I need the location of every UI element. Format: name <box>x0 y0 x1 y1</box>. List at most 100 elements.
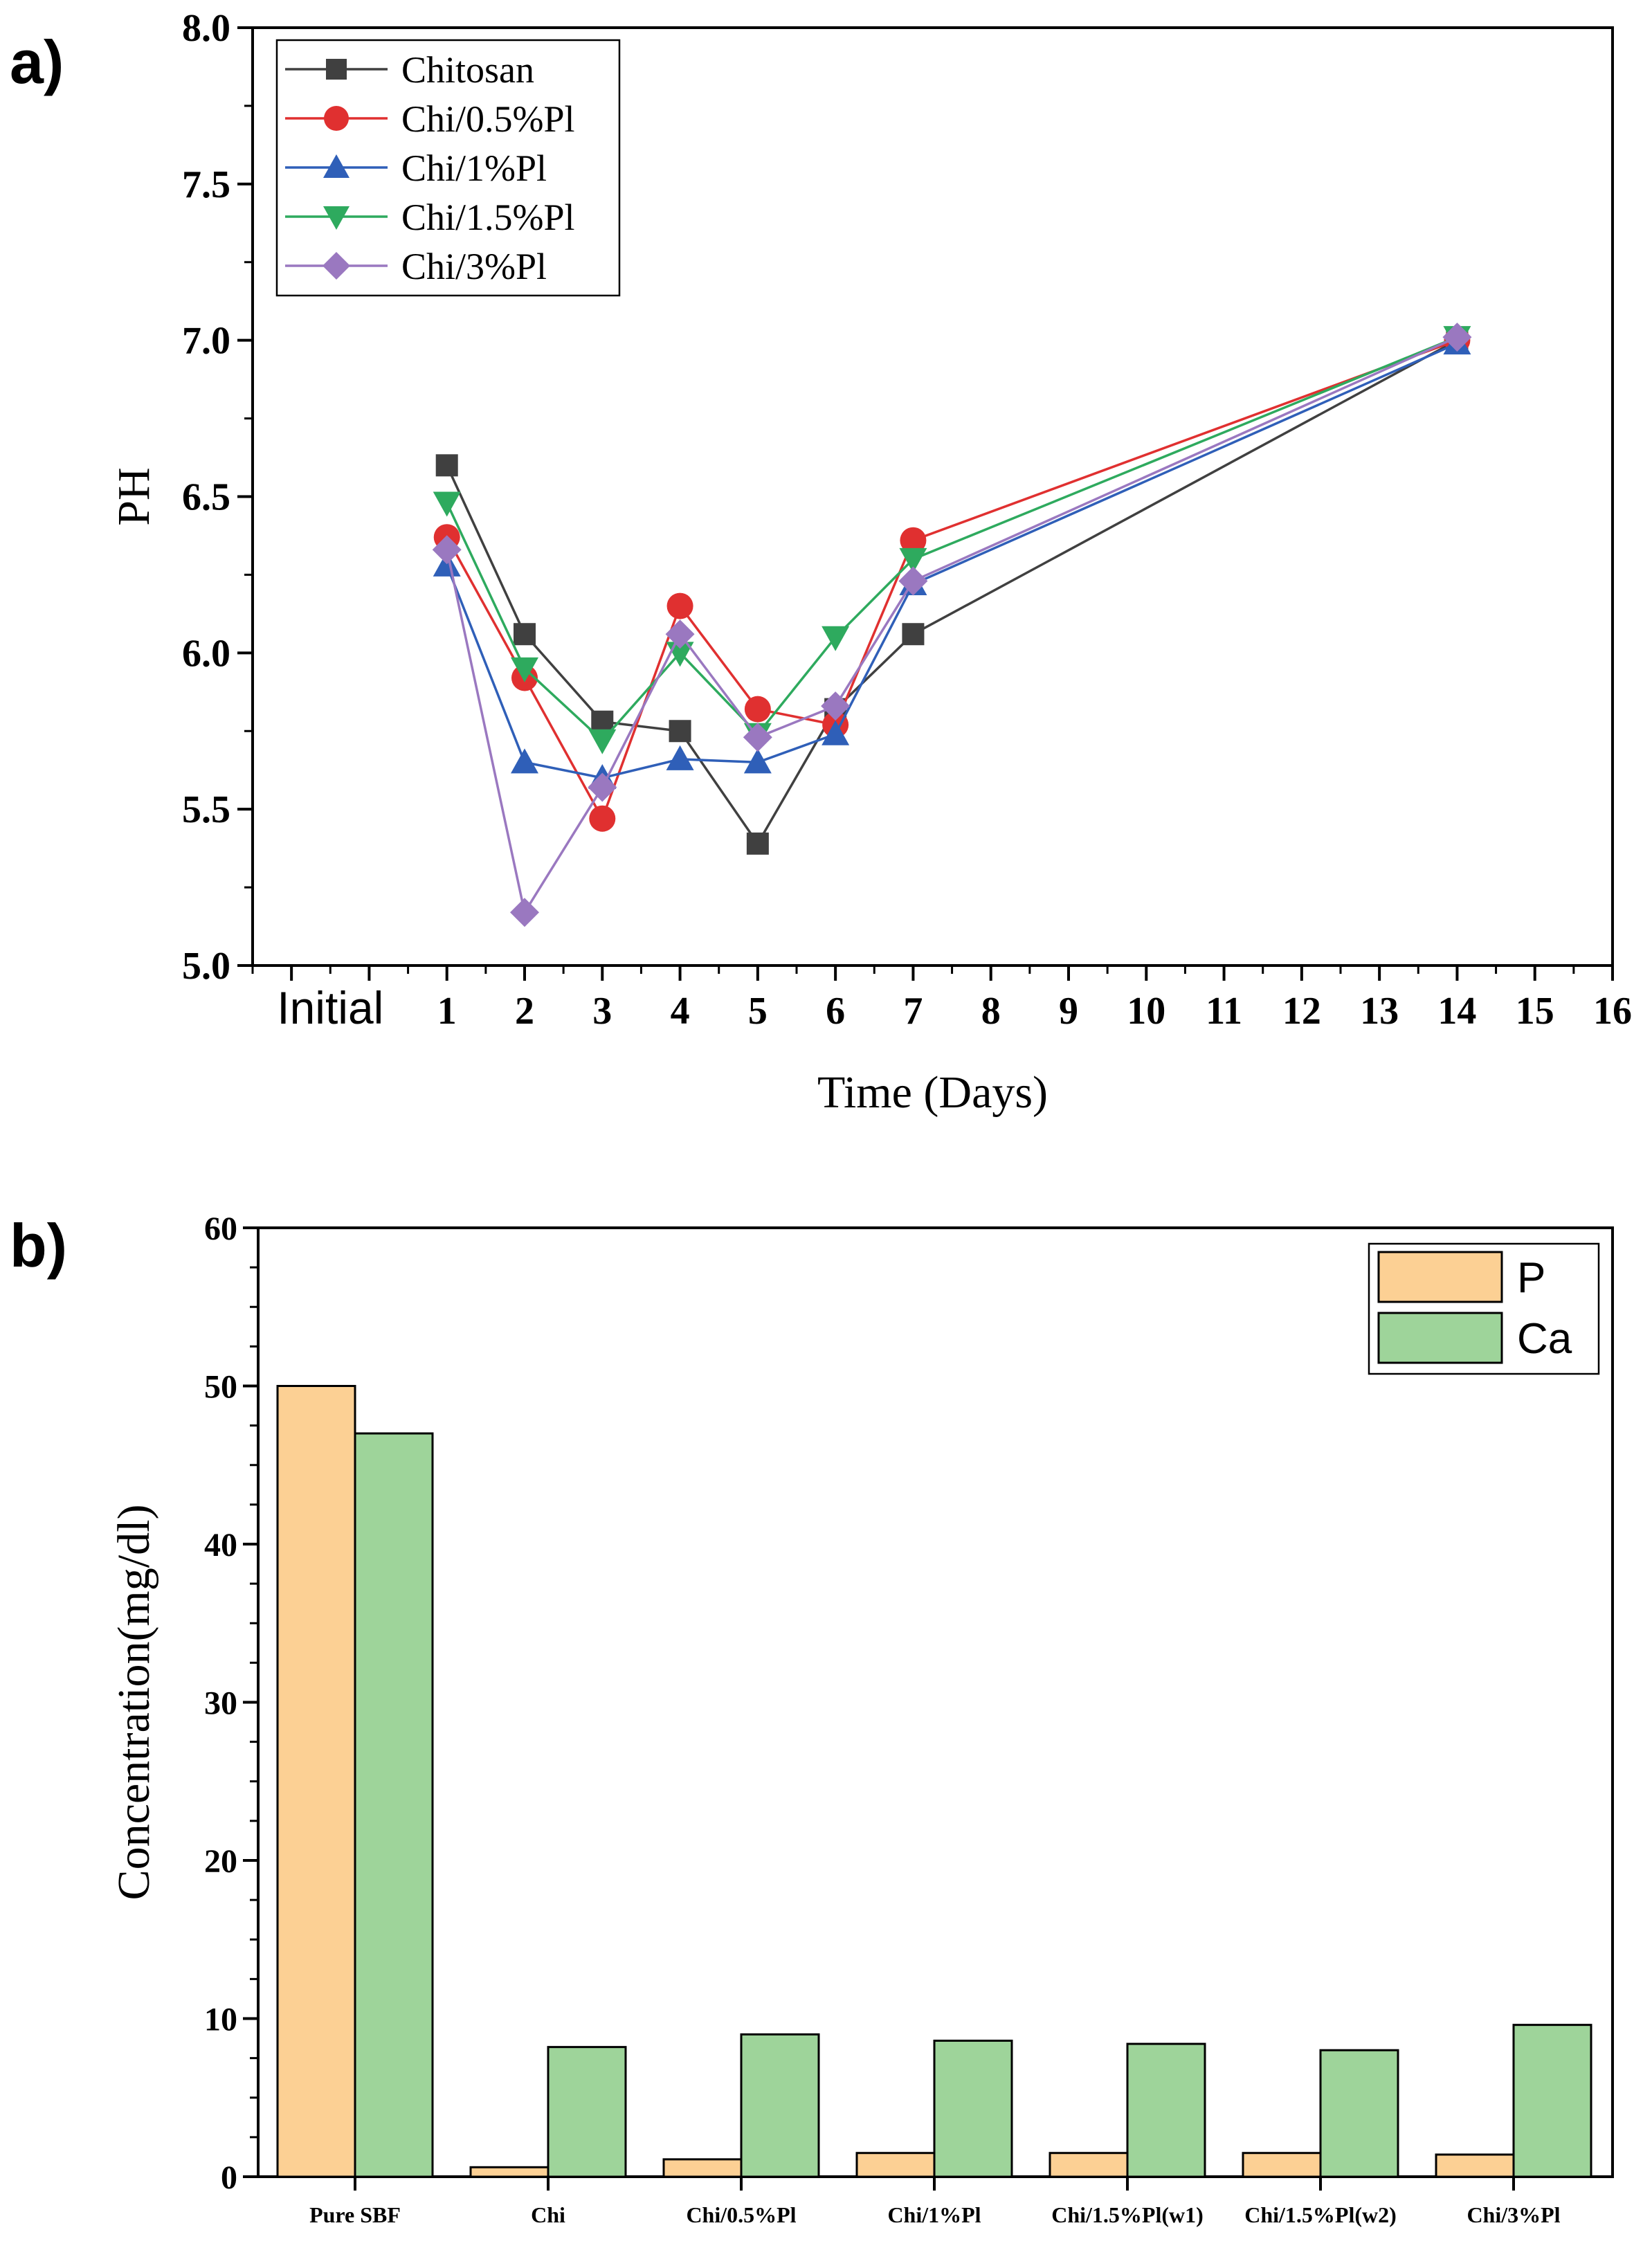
legend-label: Chitosan <box>401 49 534 91</box>
x-tick-label-a: 7 <box>903 990 923 1033</box>
data-point <box>510 898 539 927</box>
data-point <box>822 720 850 745</box>
bar-p-6 <box>1435 2153 1515 2178</box>
bar-p-5 <box>1242 2152 1322 2178</box>
y-axis-title-a: PH <box>109 467 159 525</box>
data-point <box>744 696 771 723</box>
x-tick-label-b: Chi/1.5%Pl(w1) <box>1051 2202 1204 2227</box>
bar-p-1 <box>469 2166 550 2178</box>
series-line <box>446 339 1458 846</box>
x-axis-title-a: Time (Days) <box>817 1067 1048 1118</box>
x-tick-label-b: Chi/1.5%Pl(w2) <box>1244 2202 1397 2227</box>
x-tick-label-a: 11 <box>1206 990 1242 1033</box>
x-tick-label-a: 14 <box>1437 990 1476 1033</box>
bar-p-2 <box>662 2158 743 2178</box>
data-point <box>665 619 695 649</box>
x-tick-label-a: 6 <box>826 990 845 1033</box>
y-tick-label-a: 6.0 <box>182 632 230 675</box>
x-tick-label-b: Chi/0.5%Pl <box>686 2202 796 2227</box>
data-point <box>514 623 536 646</box>
series-line <box>446 342 1458 779</box>
bar-ca-2 <box>740 2033 820 2178</box>
y-tick-label-b: 40 <box>204 1527 237 1563</box>
y-tick-label-b: 50 <box>204 1369 237 1406</box>
bar-ca-1 <box>547 2046 627 2178</box>
legend-label: Chi/0.5%Pl <box>401 98 575 140</box>
series-4 <box>432 323 1472 927</box>
data-point <box>900 527 927 554</box>
x-tick-label-a: 16 <box>1593 990 1632 1033</box>
bar-ca-6 <box>1512 2024 1592 2178</box>
legend-marker <box>323 154 350 178</box>
x-tick-label-b: Chi <box>531 2202 565 2227</box>
x-tick-label-a: 15 <box>1516 990 1554 1033</box>
data-point <box>899 547 927 573</box>
bar-p-0 <box>276 1385 356 2178</box>
legend-swatch-ca <box>1377 1312 1503 1364</box>
data-point <box>666 745 694 770</box>
y-tick-label-a: 8.0 <box>182 7 230 50</box>
data-point <box>822 626 850 651</box>
x-tick-label-a: 4 <box>671 990 690 1033</box>
x-tick-label-a: 1 <box>437 990 457 1033</box>
data-point <box>511 657 538 682</box>
x-tick-label-b: Chi/1%Pl <box>887 2202 981 2227</box>
bar-p-3 <box>855 2152 936 2178</box>
data-point <box>1442 323 1472 352</box>
y-tick-label-a: 6.5 <box>182 476 230 519</box>
x-tick-label-a: 5 <box>748 990 768 1033</box>
legend-label-b: P <box>1517 1254 1545 1302</box>
y-tick-label-b: 10 <box>204 2002 237 2038</box>
data-point <box>589 805 616 832</box>
data-point <box>588 772 617 802</box>
data-point <box>432 535 462 565</box>
data-point <box>669 720 691 743</box>
legend-swatch-p <box>1377 1251 1503 1303</box>
data-point <box>821 691 851 721</box>
data-point <box>902 623 925 646</box>
x-tick-label-a: 8 <box>981 990 1001 1033</box>
y-tick-label-a: 5.0 <box>182 945 230 988</box>
legend-marker <box>323 252 350 280</box>
bar-ca-3 <box>933 2039 1013 2178</box>
series-2 <box>433 329 1471 789</box>
y-tick-label-b: 30 <box>204 1685 237 1722</box>
data-point <box>746 832 769 855</box>
panel-label-a: a) <box>10 28 64 96</box>
series-line <box>446 336 1458 916</box>
data-point <box>743 723 772 752</box>
legend-marker <box>323 206 350 230</box>
series-1 <box>433 327 1471 832</box>
legend-marker <box>324 106 349 131</box>
legend-label: Chi/3%Pl <box>401 246 547 287</box>
series-3 <box>433 326 1471 754</box>
bar-ca-4 <box>1126 2042 1206 2178</box>
x-tick-label-a: 9 <box>1059 990 1078 1033</box>
x-tick-label-a: 13 <box>1360 990 1399 1033</box>
x-tick-label-a: 3 <box>592 990 612 1033</box>
y-axis-title-b: Concentration(mg/dl) <box>109 1505 159 1901</box>
series-line <box>446 336 1458 743</box>
y-tick-label-a: 5.5 <box>182 788 230 831</box>
panel-label-b: b) <box>10 1211 67 1280</box>
data-point <box>435 454 458 477</box>
x-tick-label-b: Chi/3%Pl <box>1467 2202 1560 2227</box>
y-tick-label-a: 7.5 <box>182 163 230 206</box>
data-point <box>591 710 614 733</box>
x-tick-label-initial: Initial <box>277 982 383 1033</box>
x-tick-label-a: 10 <box>1127 990 1165 1033</box>
legend-marker <box>326 59 347 80</box>
y-tick-label-b: 0 <box>221 2159 237 2196</box>
data-point <box>743 748 772 774</box>
y-tick-label-b: 60 <box>204 1211 237 1247</box>
x-tick-label-b: Pure SBF <box>309 2202 401 2227</box>
data-point <box>588 729 617 754</box>
data-point <box>511 748 538 774</box>
data-point <box>898 566 928 596</box>
concentration-bar-chart: 0 10 20 30 40 50 60 Concentration(mg/dl) Pure SB… <box>109 1211 1614 2227</box>
data-point <box>666 592 693 619</box>
legend-label: Chi/1.5%Pl <box>401 197 575 238</box>
x-tick-label-a: 12 <box>1282 990 1321 1033</box>
